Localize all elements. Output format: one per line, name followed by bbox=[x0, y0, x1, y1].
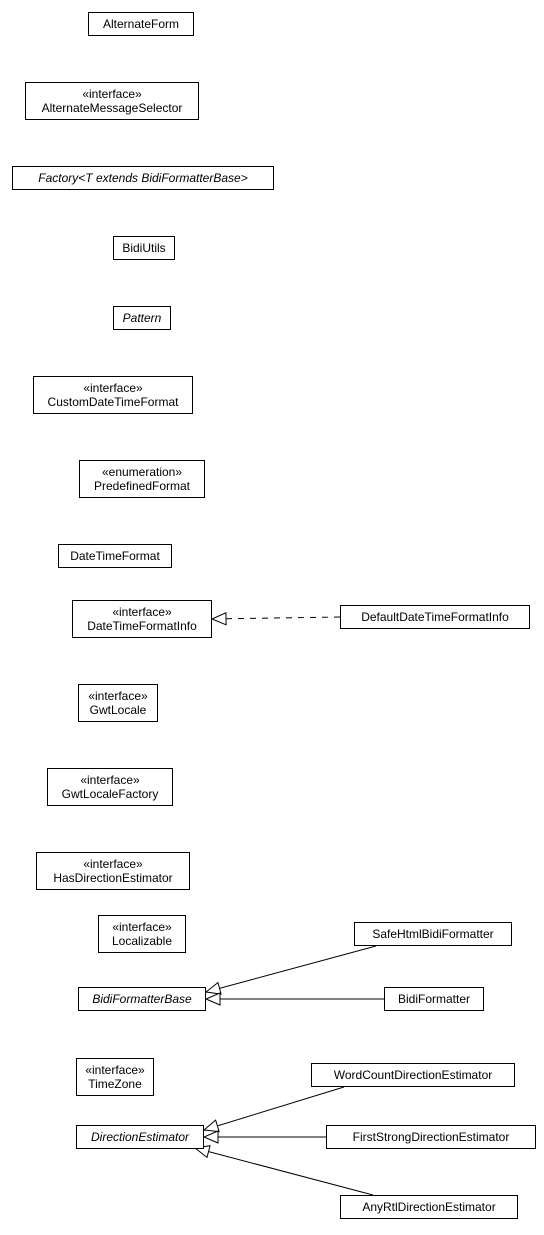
stereotype: «interface» bbox=[85, 1063, 144, 1077]
node-defaultDateTimeFormatInfo: DefaultDateTimeFormatInfo bbox=[340, 605, 530, 629]
class-name: FirstStrongDirectionEstimator bbox=[353, 1130, 510, 1144]
class-name: DateTimeFormatInfo bbox=[87, 619, 197, 633]
node-gwtLocale: «interface»GwtLocale bbox=[78, 684, 158, 722]
node-localizable: «interface»Localizable bbox=[98, 915, 186, 953]
edge-defaultDateTimeFormatInfo-to-dateTimeFormatInfo bbox=[212, 617, 340, 619]
stereotype: «interface» bbox=[83, 381, 142, 395]
node-gwtLocaleFactory: «interface»GwtLocaleFactory bbox=[47, 768, 173, 806]
node-bidiFormatterBase: BidiFormatterBase bbox=[78, 987, 206, 1011]
class-name: HasDirectionEstimator bbox=[53, 871, 172, 885]
stereotype: «interface» bbox=[112, 605, 171, 619]
node-safeHtmlBidiFormatter: SafeHtmlBidiFormatter bbox=[354, 922, 512, 946]
class-name: AlternateForm bbox=[103, 17, 179, 31]
edge-safeHtmlBidiFormatter-to-bidiFormatterBase bbox=[206, 946, 376, 992]
class-name: AlternateMessageSelector bbox=[42, 101, 183, 115]
class-name: DateTimeFormat bbox=[70, 549, 160, 563]
node-wordCountDirectionEstimator: WordCountDirectionEstimator bbox=[311, 1063, 515, 1087]
stereotype: «interface» bbox=[88, 689, 147, 703]
class-name: BidiFormatter bbox=[398, 992, 470, 1006]
node-pattern: Pattern bbox=[113, 306, 171, 330]
class-name: DirectionEstimator bbox=[91, 1130, 189, 1144]
node-bidiUtils: BidiUtils bbox=[113, 236, 175, 260]
class-name: PredefinedFormat bbox=[94, 479, 190, 493]
class-name: BidiFormatterBase bbox=[92, 992, 191, 1006]
class-name: CustomDateTimeFormat bbox=[48, 395, 179, 409]
class-name: DefaultDateTimeFormatInfo bbox=[361, 610, 509, 624]
node-customDateTimeFormat: «interface»CustomDateTimeFormat bbox=[33, 376, 193, 414]
node-firstStrongDirectionEstimator: FirstStrongDirectionEstimator bbox=[326, 1125, 536, 1149]
node-alternateForm: AlternateForm bbox=[88, 12, 194, 36]
class-name: WordCountDirectionEstimator bbox=[334, 1068, 493, 1082]
node-dateTimeFormat: DateTimeFormat bbox=[58, 544, 172, 568]
stereotype: «interface» bbox=[83, 857, 142, 871]
node-factory: Factory<T extends BidiFormatterBase> bbox=[12, 166, 274, 190]
node-bidiFormatter: BidiFormatter bbox=[384, 987, 484, 1011]
node-alternateMessageSelector: «interface»AlternateMessageSelector bbox=[25, 82, 199, 120]
node-dateTimeFormatInfo: «interface»DateTimeFormatInfo bbox=[72, 600, 212, 638]
node-timeZone: «interface»TimeZone bbox=[76, 1058, 154, 1096]
class-name: SafeHtmlBidiFormatter bbox=[372, 927, 493, 941]
class-name: Localizable bbox=[112, 934, 172, 948]
class-name: AnyRtlDirectionEstimator bbox=[362, 1200, 495, 1214]
stereotype: «enumeration» bbox=[102, 465, 182, 479]
stereotype: «interface» bbox=[112, 920, 171, 934]
node-predefinedFormat: «enumeration»PredefinedFormat bbox=[79, 460, 205, 498]
node-hasDirectionEstimator: «interface»HasDirectionEstimator bbox=[36, 852, 190, 890]
class-name: GwtLocaleFactory bbox=[62, 787, 159, 801]
edge-wordCountDirectionEstimator-to-directionEstimator bbox=[204, 1087, 344, 1130]
edge-anyRtlDirectionEstimator-to-directionEstimator bbox=[195, 1148, 373, 1195]
class-name: Pattern bbox=[123, 311, 162, 325]
stereotype: «interface» bbox=[80, 773, 139, 787]
class-name: GwtLocale bbox=[90, 703, 147, 717]
class-name: Factory<T extends BidiFormatterBase> bbox=[38, 171, 247, 185]
class-name: TimeZone bbox=[88, 1077, 142, 1091]
node-anyRtlDirectionEstimator: AnyRtlDirectionEstimator bbox=[340, 1195, 518, 1219]
class-name: BidiUtils bbox=[122, 241, 165, 255]
stereotype: «interface» bbox=[82, 87, 141, 101]
node-directionEstimator: DirectionEstimator bbox=[76, 1125, 204, 1149]
